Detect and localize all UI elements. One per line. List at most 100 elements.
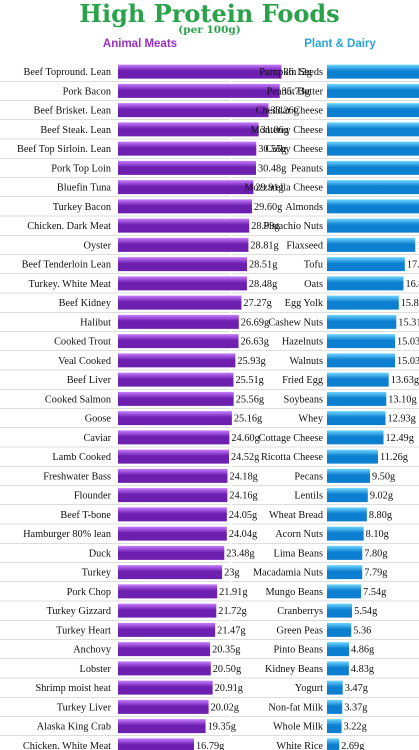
animal-category-label: Turkey Liver [57,702,112,713]
plant-bar [327,488,368,503]
plant-value-label: 4.86g [351,645,374,656]
animal-category-label: Beef Topround. Lean [24,67,111,78]
animal-bar [118,237,249,252]
animal-value-label: 33.26g [271,106,299,117]
animal-value-label: 21.47g [217,625,245,636]
animal-bar [118,218,250,233]
plant-value-label: 19.50g [417,240,419,251]
animal-bar [118,565,223,580]
plant-category-label: Pumpkin Seeds [259,67,323,78]
plant-category-label: Soybeans [284,394,323,405]
animal-bar [118,122,259,137]
plant-bar [327,180,419,195]
plant-category-label: Fried Egg [282,375,323,386]
animal-category-label: Beef Brisket. Lean [34,106,111,117]
animal-value-label: 29.91g [255,183,283,194]
plant-category-label: Whey [298,414,323,425]
animal-category-label: Turkey [82,568,112,579]
plant-category-label: Tofu [304,260,323,271]
plant-bar [327,526,364,541]
plant-category-label: Cottage Cheese [259,433,324,444]
animal-category-label: Pork Bacon [63,86,111,97]
animal-value-label: 28.81g [250,240,278,251]
plant-value-label: 7.54g [363,587,386,598]
animal-bar [118,372,234,387]
animal-category-label: Freshwater Bass [43,471,111,482]
animal-bar [118,719,206,734]
animal-category-label: Beef Tenderloin Lean [22,260,111,271]
animal-bar [118,180,254,195]
plant-value-label: 5.36 [353,625,371,636]
animal-value-label: 25.93g [237,356,265,367]
animal-bar [118,449,229,464]
animal-bar [118,276,247,291]
animal-category-label: Veal Cooked [58,356,112,367]
plant-value-label: 2.69g [341,741,364,750]
plant-value-label: 4.83g [351,664,374,675]
animal-value-label: 35.73g [282,86,310,97]
plant-value-label: 3.47g [345,683,368,694]
plant-value-label: 16.89g [405,279,419,290]
animal-category-label: Bluefin Tuna [57,183,111,194]
animal-category-label: Pork Top Loin [51,163,111,174]
plant-bar [327,276,404,291]
animal-bar [118,64,282,79]
animal-bar [118,507,227,522]
animal-category-label: Halibut [80,317,111,328]
plant-bar [327,295,399,310]
plant-bar [327,218,419,233]
animal-bar [118,314,239,329]
animal-bar [118,661,211,676]
animal-category-label: Chicken. Dark Meat [27,221,111,232]
plant-value-label: 11.26g [380,452,408,463]
animal-value-label: 20.02g [211,702,239,713]
animal-bar [118,199,252,214]
plant-category-label: White Rice [276,741,323,750]
animal-value-label: 36.12g [283,67,311,78]
animal-category-label: Cooked Trout [54,337,111,348]
plant-category-label: Pistachio Nuts [263,221,323,232]
plant-bar [327,334,396,349]
animal-bar [118,622,216,637]
animal-bar [118,430,230,445]
animal-bar [118,526,227,541]
plant-bar [327,661,349,676]
plant-category-label: Pecans [294,471,323,482]
animal-bar [118,584,218,599]
plant-category-label: Cashew Nuts [268,317,323,328]
animal-bar [118,411,232,426]
animal-value-label: 23g [224,568,239,579]
plant-bar [327,584,362,599]
page-title: High Protein Foods [79,0,340,28]
animal-bar [118,83,280,98]
animal-category-label: Beef T-bone [60,510,111,521]
plant-category-label: Colby Cheese [266,144,324,155]
plant-value-label: 15.03g [397,337,419,348]
plant-value-label: 15.03g [397,356,419,367]
plant-category-label: Mozzarella Cheese [244,183,323,194]
animal-category-label: Beef Steak. Lean [40,125,111,136]
plant-bar [327,468,370,483]
animal-bar [118,642,211,657]
plant-category-label: Whole Milk [273,722,324,733]
animal-category-label: Caviar [84,433,112,444]
animal-bar [118,295,242,310]
plant-category-label: Almonds [285,202,323,213]
plant-bar [327,391,387,406]
animal-bar [118,257,248,272]
plant-category-label: Mungo Beans [266,587,324,598]
animal-category-label: Lamb Cooked [52,452,111,463]
plant-value-label: 5.54g [354,606,377,617]
animal-category-label: Alaska King Crab [37,722,111,733]
animal-value-label: 26.69g [241,317,269,328]
animal-value-label: 24.16g [229,491,257,502]
animal-category-label: Cooked Salmon [45,394,111,405]
animal-value-label: 28.99g [251,221,279,232]
plant-bar [327,160,419,175]
animal-bar [118,488,228,503]
animal-category-label: Flounder [74,491,112,502]
plant-bar [327,622,352,637]
animal-value-label: 21.72g [218,606,246,617]
animal-bar [118,680,213,695]
plant-bar [327,257,405,272]
